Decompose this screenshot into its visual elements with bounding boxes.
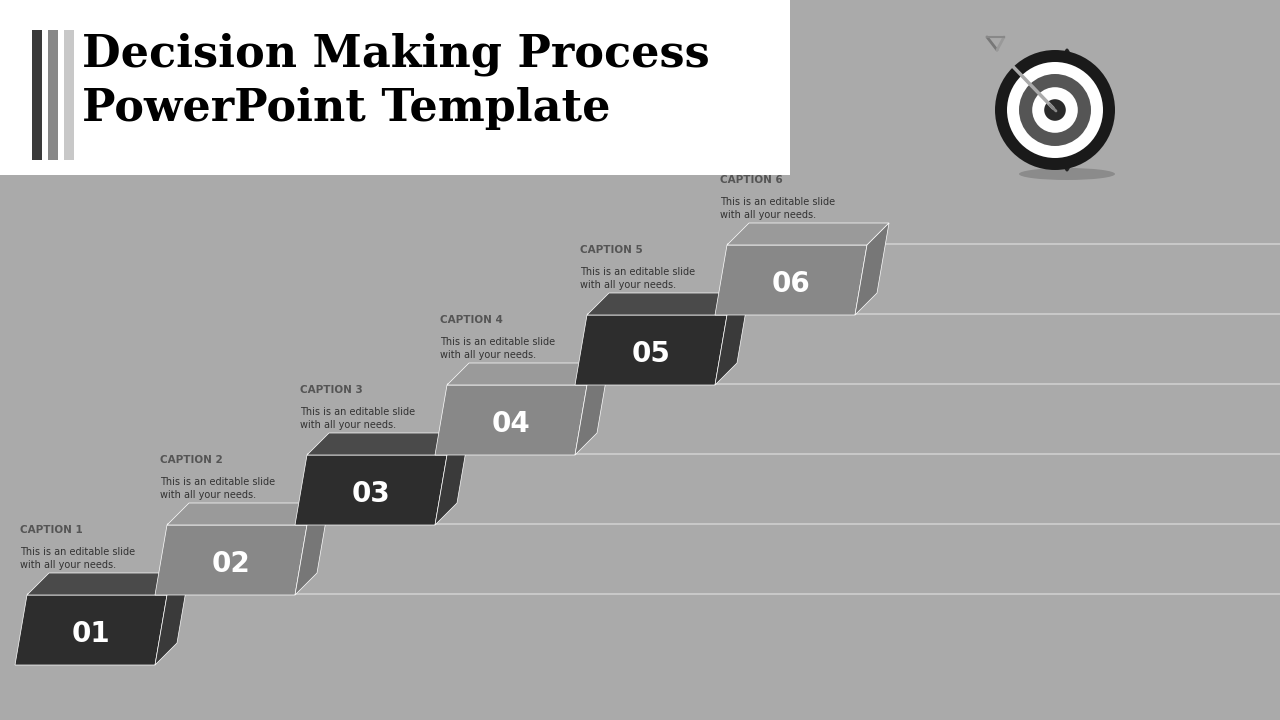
Bar [32,30,42,160]
Polygon shape [447,382,1280,385]
Polygon shape [716,293,749,385]
Polygon shape [435,433,468,525]
Text: CAPTION 3: CAPTION 3 [300,385,362,395]
Polygon shape [15,595,166,665]
Polygon shape [27,593,1280,595]
Text: 04: 04 [492,410,530,438]
Polygon shape [27,573,1280,595]
Circle shape [1019,74,1091,146]
Text: CAPTION 1: CAPTION 1 [20,525,83,535]
Bar [64,30,74,160]
Text: This is an editable slide
with all your needs.: This is an editable slide with all your … [440,337,556,360]
Ellipse shape [1059,48,1075,171]
Polygon shape [716,245,867,315]
Text: 02: 02 [211,549,250,577]
Bar [49,30,58,160]
Circle shape [995,50,1115,170]
Polygon shape [855,223,890,315]
Polygon shape [294,455,447,525]
Polygon shape [307,433,468,455]
Text: Decision Making Process: Decision Making Process [82,32,709,76]
Polygon shape [447,363,1280,385]
Polygon shape [166,523,1280,525]
Text: 05: 05 [631,340,671,367]
Text: 03: 03 [352,480,390,508]
Text: CAPTION 4: CAPTION 4 [440,315,503,325]
Polygon shape [166,503,329,525]
Ellipse shape [1019,168,1115,180]
Text: CAPTION 6: CAPTION 6 [719,175,783,185]
Circle shape [1007,62,1103,158]
Text: This is an editable slide
with all your needs.: This is an editable slide with all your … [580,267,695,290]
Polygon shape [727,223,1280,245]
Polygon shape [575,363,609,455]
Text: CAPTION 2: CAPTION 2 [160,455,223,465]
Text: CAPTION 5: CAPTION 5 [580,245,643,255]
Polygon shape [588,293,749,315]
Polygon shape [155,525,307,595]
Circle shape [1044,99,1066,121]
Text: This is an editable slide
with all your needs.: This is an editable slide with all your … [20,547,136,570]
Circle shape [1032,87,1078,132]
Polygon shape [155,573,189,665]
Polygon shape [727,223,890,245]
Polygon shape [727,243,1280,245]
Text: This is an editable slide
with all your needs.: This is an editable slide with all your … [300,407,415,431]
Polygon shape [575,315,727,385]
Bar [0,0,790,175]
Polygon shape [588,312,1280,315]
Polygon shape [166,503,1280,525]
Polygon shape [447,363,609,385]
Polygon shape [435,385,588,455]
Polygon shape [27,573,189,595]
Polygon shape [307,452,1280,455]
Text: PowerPoint Template: PowerPoint Template [82,87,611,130]
Polygon shape [588,293,1280,315]
Polygon shape [307,433,1280,455]
Polygon shape [294,503,329,595]
Text: This is an editable slide
with all your needs.: This is an editable slide with all your … [160,477,275,500]
Text: This is an editable slide
with all your needs.: This is an editable slide with all your … [719,197,835,220]
Text: 06: 06 [772,269,810,297]
Text: 01: 01 [72,619,110,647]
